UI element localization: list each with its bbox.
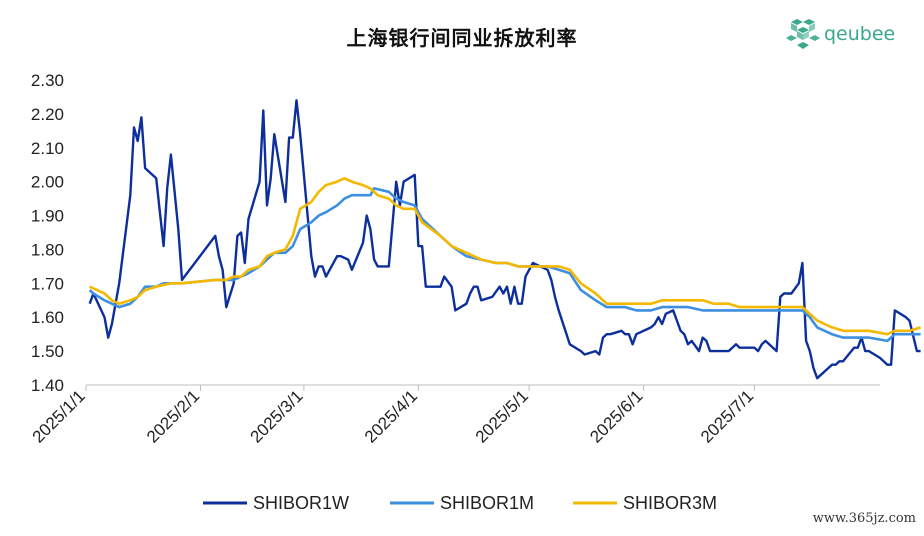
y-tick-label: 1.50 xyxy=(31,342,64,361)
series-line-shibor3m xyxy=(89,177,921,336)
logo-text: qeubee xyxy=(824,23,896,45)
legend-label: SHIBOR1W xyxy=(253,493,349,513)
x-tick-label: 2025/5/1 xyxy=(472,386,532,446)
y-axis: 1.40 1.50 1.60 1.70 1.80 1.90 2.00 2.10 2.20 2.30 xyxy=(31,71,64,395)
y-tick-label: 2.30 xyxy=(31,71,64,90)
cube-cluster-icon xyxy=(786,19,820,49)
x-tick-label: 2025/7/1 xyxy=(697,386,757,446)
chart-title: 上海银行间同业拆放利率 xyxy=(346,26,578,50)
watermark: www.365jz.com xyxy=(812,511,916,526)
y-tick-label: 2.10 xyxy=(31,139,64,158)
legend: SHIBOR1W SHIBOR1M SHIBOR3M xyxy=(203,493,717,513)
y-tick-label: 2.20 xyxy=(31,105,64,124)
x-tick-label: 2025/4/1 xyxy=(361,386,421,446)
y-tick-label: 1.80 xyxy=(31,240,64,259)
y-tick-label: 1.90 xyxy=(31,207,64,226)
brand-logo: qeubee xyxy=(786,14,895,54)
series-line-shibor1w xyxy=(88,99,921,380)
legend-label: SHIBOR1M xyxy=(440,493,534,513)
x-tick-label: 2025/3/1 xyxy=(246,386,306,446)
y-tick-label: 1.40 xyxy=(31,376,64,395)
x-axis: 2025/1/1 2025/2/1 2025/3/1 2025/4/1 2025/5/1… xyxy=(29,384,880,447)
x-tick-label: 2025/2/1 xyxy=(143,386,203,446)
y-tick-label: 1.70 xyxy=(31,274,64,293)
series-layer xyxy=(88,99,921,380)
y-tick-label: 2.00 xyxy=(31,173,64,192)
x-tick-label: 2025/6/1 xyxy=(586,386,646,446)
legend-label: SHIBOR3M xyxy=(623,493,717,513)
y-tick-label: 1.60 xyxy=(31,308,64,327)
x-tick-label: 2025/1/1 xyxy=(29,386,89,446)
series-line-shibor1m xyxy=(88,187,921,343)
